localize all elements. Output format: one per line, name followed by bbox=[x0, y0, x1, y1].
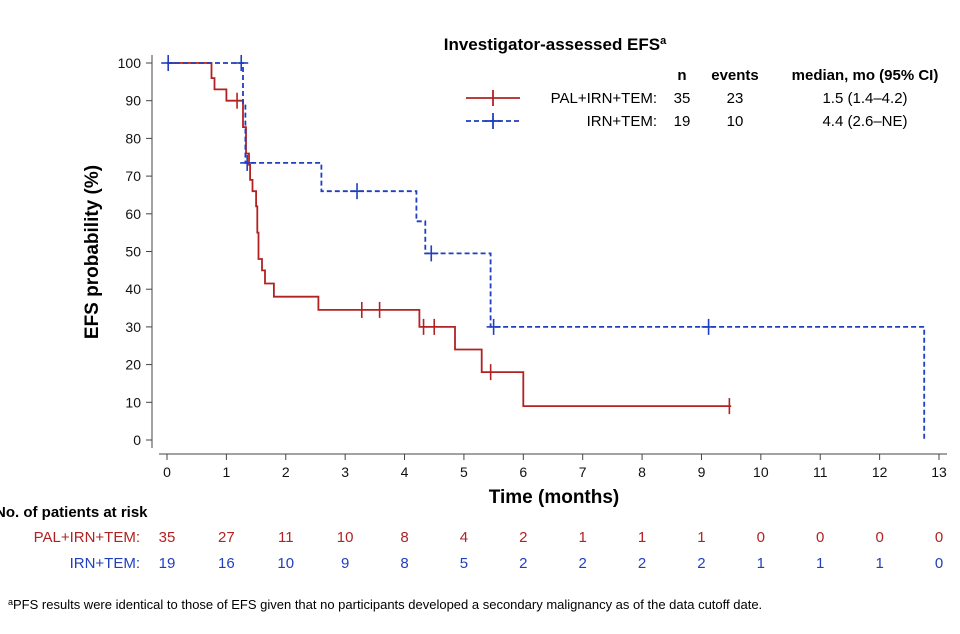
x-tick-label: 4 bbox=[401, 464, 409, 480]
x-tick-label: 10 bbox=[753, 464, 769, 480]
legend-label-irn: IRN+TEM: bbox=[587, 113, 657, 130]
risk-count: 10 bbox=[337, 529, 354, 546]
risk-count: 19 bbox=[159, 555, 176, 572]
legend-median-irn: 4.4 (2.6–NE) bbox=[822, 113, 907, 130]
risk-count: 16 bbox=[218, 555, 235, 572]
risk-count: 2 bbox=[697, 555, 705, 572]
risk-count: 4 bbox=[460, 529, 468, 546]
legend-label-pal: PAL+IRN+TEM: bbox=[551, 90, 657, 107]
x-tick-label: 13 bbox=[931, 464, 947, 480]
x-tick-label: 7 bbox=[579, 464, 587, 480]
risk-count: 0 bbox=[935, 555, 943, 572]
x-tick-label: 12 bbox=[872, 464, 888, 480]
risk-table-header: No. of patients at risk bbox=[0, 504, 148, 521]
risk-count: 1 bbox=[638, 529, 646, 546]
risk-count: 2 bbox=[519, 529, 527, 546]
risk-count: 10 bbox=[277, 555, 294, 572]
legend-n-pal: 35 bbox=[674, 90, 691, 107]
y-tick-label: 10 bbox=[125, 394, 141, 410]
x-tick-label: 2 bbox=[282, 464, 290, 480]
risk-count: 5 bbox=[460, 555, 468, 572]
footnote-marker: a bbox=[8, 597, 13, 607]
risk-row-label-pal: PAL+IRN+TEM: bbox=[34, 529, 140, 546]
legend-events-irn: 10 bbox=[727, 113, 744, 130]
risk-count: 1 bbox=[757, 555, 765, 572]
footnote-text: PFS results were identical to those of E… bbox=[13, 597, 762, 612]
risk-count: 1 bbox=[579, 529, 587, 546]
x-tick-label: 11 bbox=[813, 464, 828, 480]
risk-count: 2 bbox=[579, 555, 587, 572]
x-tick-label: 6 bbox=[519, 464, 527, 480]
legend: n events median, mo (95% CI) PAL+IRN+TEM… bbox=[466, 67, 938, 130]
title-superscript: a bbox=[660, 35, 667, 47]
risk-count: 2 bbox=[519, 555, 527, 572]
y-tick-label: 0 bbox=[133, 432, 141, 448]
risk-row-label-irn: IRN+TEM: bbox=[70, 555, 140, 572]
risk-count: 2 bbox=[638, 555, 646, 572]
x-axis-title: Time (months) bbox=[489, 487, 620, 508]
km-curve-pal-irn-tem bbox=[167, 62, 732, 407]
risk-count: 8 bbox=[400, 555, 408, 572]
risk-count: 1 bbox=[697, 529, 705, 546]
x-tick-label: 9 bbox=[698, 464, 706, 480]
footnote: aPFS results were identical to those of … bbox=[8, 597, 762, 612]
y-tick-label: 30 bbox=[125, 319, 141, 335]
y-tick-label: 60 bbox=[125, 206, 141, 222]
risk-count: 1 bbox=[875, 555, 883, 572]
km-curve-irn-tem bbox=[167, 62, 926, 440]
chart-title: Investigator-assessed EFSa bbox=[444, 35, 667, 54]
chart-title-text: Investigator-assessed EFS bbox=[444, 35, 660, 54]
risk-count: 0 bbox=[875, 529, 883, 546]
risk-count: 8 bbox=[400, 529, 408, 546]
risk-count: 27 bbox=[218, 529, 235, 546]
y-tick-label: 90 bbox=[125, 93, 141, 109]
risk-count: 0 bbox=[757, 529, 765, 546]
x-tick-label: 5 bbox=[460, 464, 468, 480]
x-tick-label: 1 bbox=[222, 464, 230, 480]
y-tick-label: 50 bbox=[125, 244, 141, 260]
y-tick-label: 20 bbox=[125, 357, 141, 373]
y-tick-label: 40 bbox=[125, 281, 141, 297]
y-tick-label: 80 bbox=[125, 130, 141, 146]
y-tick-label: 70 bbox=[125, 168, 141, 184]
legend-events-pal: 23 bbox=[727, 90, 744, 107]
legend-header-n: n bbox=[677, 67, 686, 84]
legend-median-pal: 1.5 (1.4–4.2) bbox=[822, 90, 907, 107]
risk-count: 1 bbox=[816, 555, 824, 572]
risk-table: No. of patients at risk PAL+IRN+TEM: IRN… bbox=[0, 504, 943, 572]
risk-count: 0 bbox=[935, 529, 943, 546]
x-tick-label: 8 bbox=[638, 464, 646, 480]
y-axis-title: EFS probability (%) bbox=[82, 165, 103, 339]
risk-count: 0 bbox=[816, 529, 824, 546]
risk-count: 11 bbox=[278, 529, 294, 546]
x-tick-label: 0 bbox=[163, 464, 171, 480]
x-tick-label: 3 bbox=[341, 464, 349, 480]
risk-count: 9 bbox=[341, 555, 349, 572]
legend-n-irn: 19 bbox=[674, 113, 691, 130]
risk-count: 35 bbox=[159, 529, 176, 546]
legend-header-median: median, mo (95% CI) bbox=[792, 67, 939, 84]
legend-header-events: events bbox=[711, 67, 759, 84]
y-tick-label: 100 bbox=[118, 55, 142, 71]
plot-area bbox=[161, 55, 926, 440]
